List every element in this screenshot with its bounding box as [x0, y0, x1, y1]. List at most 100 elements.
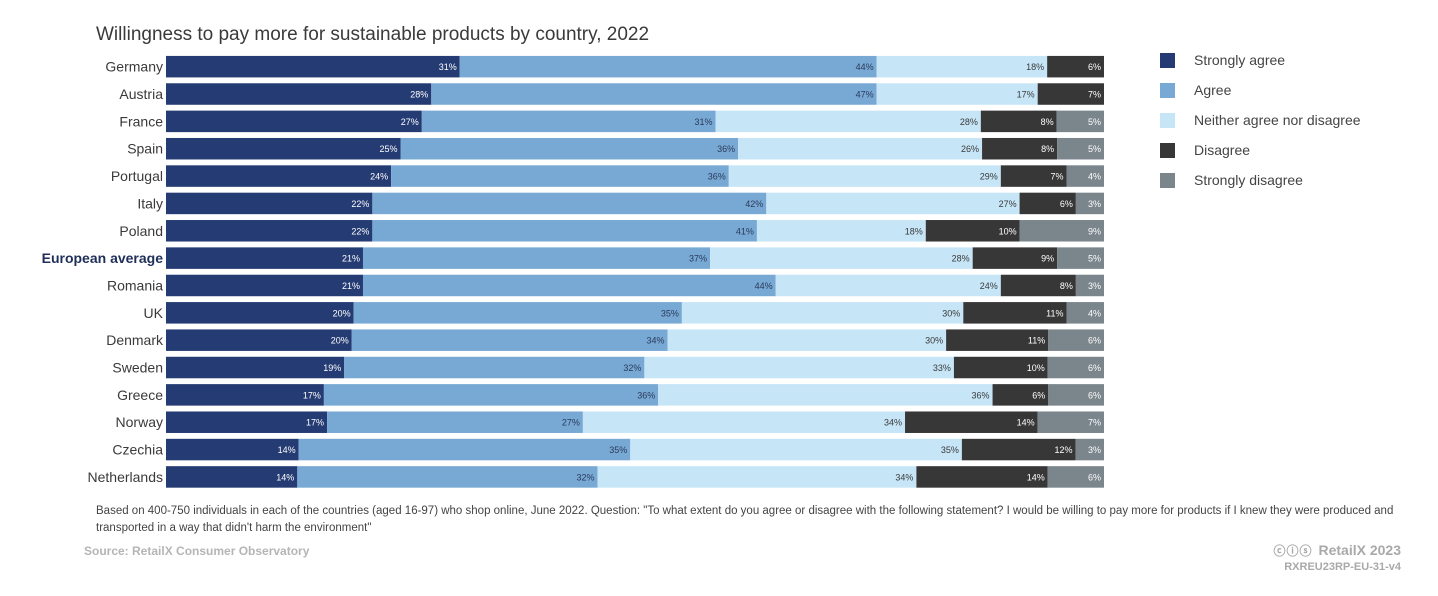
bar-agree-france [421, 110, 716, 133]
data-label-neither-agree-nor-disagree-uk: 30% [942, 308, 960, 318]
data-label-strongly-agree-france: 27% [401, 117, 419, 127]
data-label-strongly-agree-uk: 20% [333, 308, 351, 318]
data-label-disagree-greece: 6% [1032, 390, 1045, 400]
data-label-neither-agree-nor-disagree-portugal: 29% [980, 172, 998, 182]
data-label-agree-norway: 27% [562, 418, 580, 428]
data-label-neither-agree-nor-disagree-germany: 18% [1026, 62, 1044, 72]
category-label-uk: UK [144, 305, 164, 321]
bar-neither-agree-nor-disagree-netherlands [597, 466, 917, 488]
category-label-sweden: Sweden [112, 360, 163, 376]
data-label-agree-netherlands: 32% [576, 472, 594, 482]
data-label-strongly-disagree-uk: 4% [1088, 308, 1101, 318]
data-label-strongly-disagree-czechia: 3% [1088, 445, 1101, 455]
data-label-strongly-disagree-greece: 6% [1088, 390, 1101, 400]
bar-agree-austria [431, 83, 877, 105]
legend-label-disagree: Disagree [1194, 142, 1251, 158]
bar-strongly-agree-spain [166, 137, 401, 160]
data-label-strongly-agree-norway: 17% [306, 418, 324, 428]
data-label-strongly-agree-italy: 22% [351, 199, 369, 209]
bar-neither-agree-nor-disagree-european-average [710, 247, 973, 269]
bar-strongly-disagree-france [1056, 110, 1104, 133]
bar-neither-agree-nor-disagree-norway [582, 411, 906, 433]
data-label-agree-germany: 44% [856, 62, 874, 72]
category-label-netherlands: Netherlands [88, 469, 164, 485]
data-label-neither-agree-nor-disagree-denmark: 30% [925, 336, 943, 346]
bar-agree-poland [372, 220, 757, 242]
data-label-strongly-agree-romania: 21% [342, 281, 360, 291]
bar-neither-agree-nor-disagree-uk [681, 302, 964, 324]
data-label-agree-spain: 36% [717, 144, 735, 154]
bar-disagree-greece [992, 384, 1049, 406]
bar-agree-european-average [362, 247, 711, 269]
data-label-disagree-czechia: 12% [1055, 445, 1073, 455]
data-label-strongly-disagree-spain: 5% [1088, 144, 1101, 154]
data-label-strongly-disagree-sweden: 6% [1088, 363, 1101, 373]
data-label-disagree-portugal: 7% [1050, 172, 1063, 182]
legend-swatch-disagree [1160, 143, 1175, 158]
bar-neither-agree-nor-disagree-poland [756, 220, 926, 242]
data-label-agree-romania: 44% [755, 281, 773, 291]
bar-agree-germany [459, 55, 877, 78]
data-label-disagree-european-average: 9% [1041, 254, 1054, 264]
category-label-european-average: European average [42, 250, 164, 266]
bar-neither-agree-nor-disagree-czechia [630, 438, 962, 461]
legend-label-strongly-disagree: Strongly disagree [1194, 172, 1303, 188]
data-label-strongly-agree-poland: 22% [351, 226, 369, 236]
bar-disagree-denmark [946, 329, 1049, 351]
chart-title: Willingness to pay more for sustainable … [96, 24, 650, 45]
data-label-disagree-netherlands: 14% [1027, 472, 1045, 482]
data-label-disagree-poland: 10% [999, 226, 1017, 236]
data-label-neither-agree-nor-disagree-austria: 17% [1017, 90, 1035, 100]
bar-agree-spain [400, 137, 739, 160]
legend-swatch-agree [1160, 83, 1175, 98]
data-label-strongly-agree-portugal: 24% [370, 172, 388, 182]
bar-disagree-uk [963, 302, 1067, 324]
bar-disagree-spain [982, 137, 1058, 160]
bar-neither-agree-nor-disagree-portugal [728, 165, 1001, 187]
bar-strongly-disagree-spain [1057, 137, 1104, 160]
bar-disagree-portugal [1000, 165, 1067, 187]
bar-strongly-disagree-portugal [1066, 165, 1104, 187]
data-label-strongly-disagree-romania: 3% [1088, 281, 1101, 291]
creative-commons-icon: ⓒⓘⓢ [1273, 544, 1313, 558]
data-label-agree-greece: 36% [637, 390, 655, 400]
data-label-strongly-agree-austria: 28% [410, 90, 428, 100]
bar-agree-portugal [391, 165, 729, 187]
category-label-spain: Spain [127, 141, 163, 157]
bar-disagree-norway [905, 411, 1038, 433]
category-label-portugal: Portugal [111, 168, 163, 184]
bar-strongly-agree-germany [166, 55, 460, 78]
data-label-strongly-disagree-italy: 3% [1088, 199, 1101, 209]
category-label-norway: Norway [116, 414, 163, 430]
bar-neither-agree-nor-disagree-sweden [644, 356, 954, 379]
data-label-neither-agree-nor-disagree-sweden: 33% [933, 363, 951, 373]
data-label-disagree-sweden: 10% [1027, 363, 1045, 373]
bar-neither-agree-nor-disagree-denmark [667, 329, 947, 351]
bar-strongly-disagree-poland [1019, 220, 1104, 242]
data-label-agree-uk: 35% [661, 308, 679, 318]
bar-strongly-agree-austria [166, 83, 432, 105]
data-label-neither-agree-nor-disagree-czechia: 35% [941, 445, 959, 455]
category-label-czechia: Czechia [112, 442, 163, 458]
bar-disagree-france [980, 110, 1057, 133]
data-label-strongly-disagree-denmark: 6% [1088, 336, 1101, 346]
bar-agree-norway [327, 411, 583, 433]
data-label-neither-agree-nor-disagree-greece: 36% [972, 390, 990, 400]
bar-disagree-austria [1037, 83, 1104, 105]
category-label-poland: Poland [119, 223, 163, 239]
bar-strongly-agree-france [166, 110, 422, 133]
bar-disagree-poland [925, 220, 1020, 242]
bar-strongly-disagree-greece [1048, 384, 1104, 406]
data-label-neither-agree-nor-disagree-romania: 24% [980, 281, 998, 291]
data-label-agree-portugal: 36% [708, 172, 726, 182]
bar-neither-agree-nor-disagree-romania [775, 274, 1001, 297]
bar-strongly-disagree-czechia [1075, 438, 1104, 461]
bar-disagree-italy [1019, 192, 1076, 215]
bar-strongly-agree-norway [166, 411, 328, 433]
bar-strongly-agree-poland [166, 220, 373, 242]
bar-strongly-agree-italy [166, 192, 373, 215]
data-label-strongly-disagree-norway: 7% [1088, 418, 1101, 428]
bar-strongly-agree-netherlands [166, 466, 298, 488]
legend-swatch-strongly-agree [1160, 53, 1175, 68]
bar-strongly-disagree-denmark [1048, 329, 1104, 351]
